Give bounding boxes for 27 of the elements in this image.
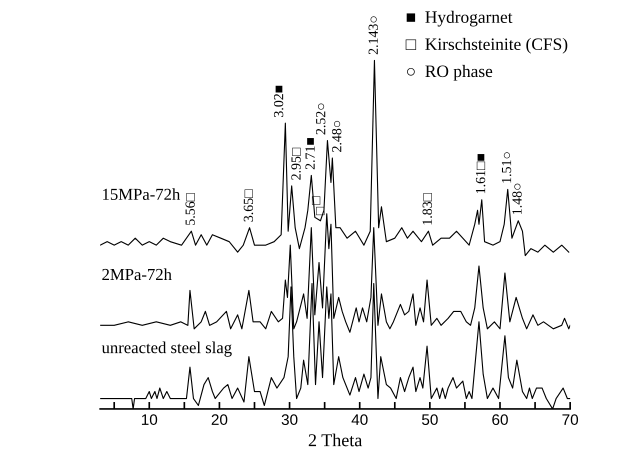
- annotation: 3.65□: [244, 190, 254, 222]
- annotation: □: [312, 196, 320, 205]
- series-label: 2MPa-72h: [102, 268, 172, 280]
- annotation: 5.56□: [186, 193, 195, 225]
- annotation: 2.143○: [368, 16, 378, 54]
- x-tick-label: 70: [562, 414, 578, 426]
- annotation: 1.83□: [422, 193, 432, 224]
- x-tick-label: 10: [142, 414, 158, 426]
- x-tick-label: 40: [352, 414, 368, 426]
- annotation: 1.51○: [502, 152, 512, 183]
- text: □ Kirschsteinite (CFS): [406, 38, 568, 54]
- annotation: ○ RO phase: [407, 64, 492, 81]
- text: ■ Hydrogarnet: [406, 10, 512, 27]
- annotation: 2.95□: [291, 148, 301, 180]
- annotation: 2.71■: [305, 138, 315, 170]
- x-tick-label: 30: [282, 414, 298, 426]
- annotation: 2.52○: [316, 103, 326, 134]
- x-tick-label: 60: [492, 414, 508, 426]
- series-label: 15MPa-72h: [103, 188, 180, 200]
- x-tick-label: 20: [212, 414, 228, 426]
- series-label: unreacted steel slag: [102, 342, 232, 357]
- annotation: 1.61□■: [476, 154, 486, 194]
- x-axis-title: 2 Theta: [308, 434, 362, 446]
- x-tick-label: 50: [422, 414, 438, 426]
- annotation: 3.02■: [274, 86, 284, 117]
- annotation: 2.48○: [332, 120, 342, 152]
- annotation: 1.48○: [512, 184, 522, 214]
